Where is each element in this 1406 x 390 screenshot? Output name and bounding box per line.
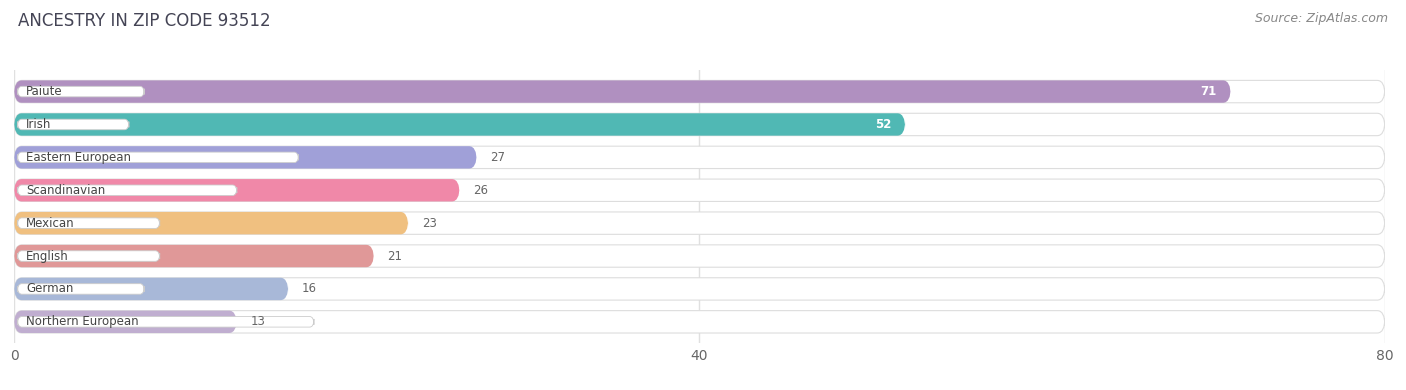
FancyBboxPatch shape bbox=[17, 284, 145, 294]
Text: 23: 23 bbox=[422, 217, 437, 230]
FancyBboxPatch shape bbox=[17, 119, 129, 130]
Text: 27: 27 bbox=[491, 151, 505, 164]
Text: Paiute: Paiute bbox=[27, 85, 63, 98]
FancyBboxPatch shape bbox=[14, 80, 1385, 103]
Text: Eastern European: Eastern European bbox=[27, 151, 131, 164]
FancyBboxPatch shape bbox=[17, 86, 145, 97]
FancyBboxPatch shape bbox=[17, 251, 160, 261]
FancyBboxPatch shape bbox=[14, 179, 460, 202]
Text: 26: 26 bbox=[474, 184, 488, 197]
Text: 52: 52 bbox=[875, 118, 891, 131]
FancyBboxPatch shape bbox=[17, 152, 298, 163]
FancyBboxPatch shape bbox=[17, 185, 236, 195]
FancyBboxPatch shape bbox=[17, 218, 160, 229]
Text: Irish: Irish bbox=[27, 118, 52, 131]
FancyBboxPatch shape bbox=[14, 212, 408, 234]
Text: Mexican: Mexican bbox=[27, 217, 75, 230]
FancyBboxPatch shape bbox=[14, 311, 236, 333]
FancyBboxPatch shape bbox=[17, 317, 314, 327]
FancyBboxPatch shape bbox=[14, 245, 374, 267]
Text: Northern European: Northern European bbox=[27, 316, 139, 328]
FancyBboxPatch shape bbox=[14, 80, 1230, 103]
FancyBboxPatch shape bbox=[14, 212, 1385, 234]
FancyBboxPatch shape bbox=[14, 146, 1385, 168]
Text: 16: 16 bbox=[302, 282, 316, 296]
Text: Scandinavian: Scandinavian bbox=[27, 184, 105, 197]
FancyBboxPatch shape bbox=[14, 311, 1385, 333]
FancyBboxPatch shape bbox=[14, 179, 1385, 202]
FancyBboxPatch shape bbox=[14, 278, 1385, 300]
Text: 13: 13 bbox=[250, 316, 266, 328]
FancyBboxPatch shape bbox=[14, 113, 905, 136]
FancyBboxPatch shape bbox=[14, 146, 477, 168]
FancyBboxPatch shape bbox=[14, 278, 288, 300]
FancyBboxPatch shape bbox=[14, 113, 1385, 136]
Text: German: German bbox=[27, 282, 73, 296]
Text: Source: ZipAtlas.com: Source: ZipAtlas.com bbox=[1254, 12, 1388, 25]
FancyBboxPatch shape bbox=[14, 245, 1385, 267]
Text: English: English bbox=[27, 250, 69, 262]
Text: 21: 21 bbox=[388, 250, 402, 262]
Text: ANCESTRY IN ZIP CODE 93512: ANCESTRY IN ZIP CODE 93512 bbox=[18, 12, 271, 30]
Text: 71: 71 bbox=[1201, 85, 1218, 98]
